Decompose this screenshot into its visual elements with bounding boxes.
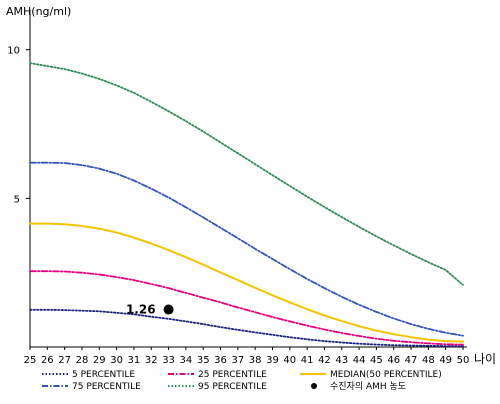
legend-item: 25 PERCENTILE bbox=[168, 370, 267, 380]
x-tick-label: 35 bbox=[197, 355, 210, 366]
x-tick-label: 50 bbox=[457, 355, 470, 366]
x-tick-label: 28 bbox=[76, 355, 89, 366]
y-axis-label: AMH(ng/ml) bbox=[6, 5, 71, 18]
legend-dot-icon bbox=[311, 383, 317, 389]
y-tick-label: 10 bbox=[7, 46, 20, 57]
x-tick-label: 25 bbox=[24, 355, 37, 366]
x-tick-label: 46 bbox=[387, 355, 400, 366]
legend: 5 PERCENTILE 25 PERCENTILE MEDIAN(50 PERCE… bbox=[42, 370, 442, 392]
x-tick-label: 42 bbox=[318, 355, 331, 366]
series-line-95-percentile bbox=[29, 62, 464, 286]
legend-label: 95 PERCENTILE bbox=[198, 382, 267, 392]
x-tick-label: 32 bbox=[145, 355, 158, 366]
x-tick-label: 33 bbox=[162, 355, 175, 366]
patient-amh-point bbox=[163, 304, 174, 315]
legend-item: 5 PERCENTILE bbox=[42, 370, 135, 380]
x-tick-label: 43 bbox=[335, 355, 348, 366]
x-tick-label: 34 bbox=[180, 355, 193, 366]
series-layer bbox=[29, 62, 464, 347]
x-tick-label: 30 bbox=[110, 355, 123, 366]
legend-label: MEDIAN(50 PERCENTILE) bbox=[330, 370, 442, 380]
legend-item: 95 PERCENTILE bbox=[168, 382, 267, 392]
x-tick-label: 38 bbox=[249, 355, 262, 366]
x-tick-label: 41 bbox=[301, 355, 314, 366]
legend-label: 25 PERCENTILE bbox=[198, 370, 267, 380]
x-tick-label: 48 bbox=[422, 355, 435, 366]
y-tick-label: 5 bbox=[14, 194, 20, 205]
legend-item: 75 PERCENTILE bbox=[42, 382, 141, 392]
x-tick-label: 40 bbox=[283, 355, 296, 366]
series-line-75-percentile bbox=[29, 161, 464, 337]
legend-item: 수진자의 AMH 농도 bbox=[311, 381, 406, 392]
axes: AMH(ng/ml) 나이 5 10 25 26 27 28 29 30 31 32 33 34 35 3… bbox=[6, 5, 496, 366]
x-axis-label: 나이 bbox=[474, 352, 496, 366]
x-tick-label: 29 bbox=[93, 355, 106, 366]
x-tick-label: 45 bbox=[370, 355, 383, 366]
annotation-value-label: 1.26 bbox=[126, 303, 156, 317]
x-tick-label: 44 bbox=[353, 355, 366, 366]
x-tick-label: 37 bbox=[231, 355, 244, 366]
x-tick-label: 27 bbox=[58, 355, 71, 366]
x-tick-label: 26 bbox=[41, 355, 54, 366]
x-tick-label: 47 bbox=[405, 355, 418, 366]
x-tick-label: 39 bbox=[266, 355, 279, 366]
annotation-layer: 1.26 bbox=[126, 303, 174, 317]
x-tick-label: 49 bbox=[439, 355, 452, 366]
x-tick-label: 36 bbox=[214, 355, 227, 366]
legend-label: 수진자의 AMH 농도 bbox=[330, 381, 406, 392]
legend-label: 5 PERCENTILE bbox=[72, 370, 135, 380]
x-tick-label: 31 bbox=[128, 355, 141, 366]
series-line-5-percentile bbox=[29, 308, 464, 347]
series-line-median-50-percentile bbox=[29, 222, 464, 343]
series-line-25-percentile bbox=[29, 270, 464, 346]
legend-item: MEDIAN(50 PERCENTILE) bbox=[300, 370, 442, 380]
legend-label: 75 PERCENTILE bbox=[72, 382, 141, 392]
